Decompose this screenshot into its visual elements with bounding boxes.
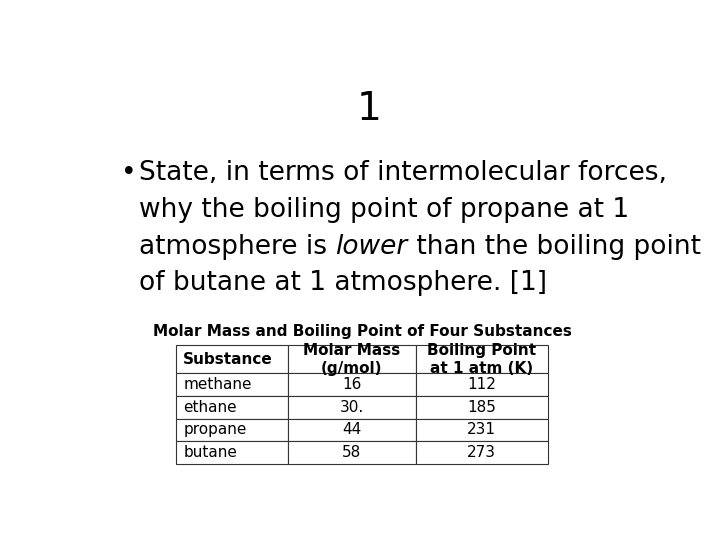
Text: atmosphere is: atmosphere is — [139, 234, 336, 260]
Text: why the boiling point of propane at 1: why the boiling point of propane at 1 — [139, 197, 629, 223]
Text: butane: butane — [183, 445, 237, 460]
Text: lower: lower — [336, 234, 408, 260]
Text: propane: propane — [183, 422, 246, 437]
Text: Molar Mass and Boiling Point of Four Substances: Molar Mass and Boiling Point of Four Sub… — [153, 324, 572, 339]
Text: than the boiling point: than the boiling point — [408, 234, 701, 260]
Text: State, in terms of intermolecular forces,: State, in terms of intermolecular forces… — [139, 160, 667, 186]
Text: 273: 273 — [467, 445, 496, 460]
Text: 44: 44 — [342, 422, 361, 437]
Bar — [288, 396, 416, 418]
Text: ethane: ethane — [183, 400, 237, 415]
Text: Substance: Substance — [183, 352, 273, 367]
Text: of butane at 1 atmosphere. [1]: of butane at 1 atmosphere. [1] — [139, 270, 547, 296]
Bar — [416, 418, 548, 441]
Bar — [288, 373, 416, 396]
Text: 185: 185 — [467, 400, 496, 415]
Text: methane: methane — [183, 377, 252, 392]
Text: Boiling Point
at 1 atm (K): Boiling Point at 1 atm (K) — [427, 343, 536, 376]
Bar — [416, 441, 548, 464]
Bar — [416, 373, 548, 396]
Bar — [176, 418, 288, 441]
Bar — [288, 441, 416, 464]
Bar — [288, 346, 416, 373]
Bar — [176, 441, 288, 464]
Text: 16: 16 — [342, 377, 361, 392]
Text: •: • — [121, 160, 136, 186]
Bar — [176, 373, 288, 396]
Bar — [288, 418, 416, 441]
Text: 1: 1 — [356, 90, 382, 128]
Text: 58: 58 — [342, 445, 361, 460]
Bar — [176, 346, 288, 373]
Text: 30.: 30. — [340, 400, 364, 415]
Text: 112: 112 — [467, 377, 496, 392]
Bar — [176, 396, 288, 418]
Text: 231: 231 — [467, 422, 496, 437]
Bar — [416, 346, 548, 373]
Text: Molar Mass
(g/mol): Molar Mass (g/mol) — [303, 343, 400, 376]
Bar — [416, 396, 548, 418]
